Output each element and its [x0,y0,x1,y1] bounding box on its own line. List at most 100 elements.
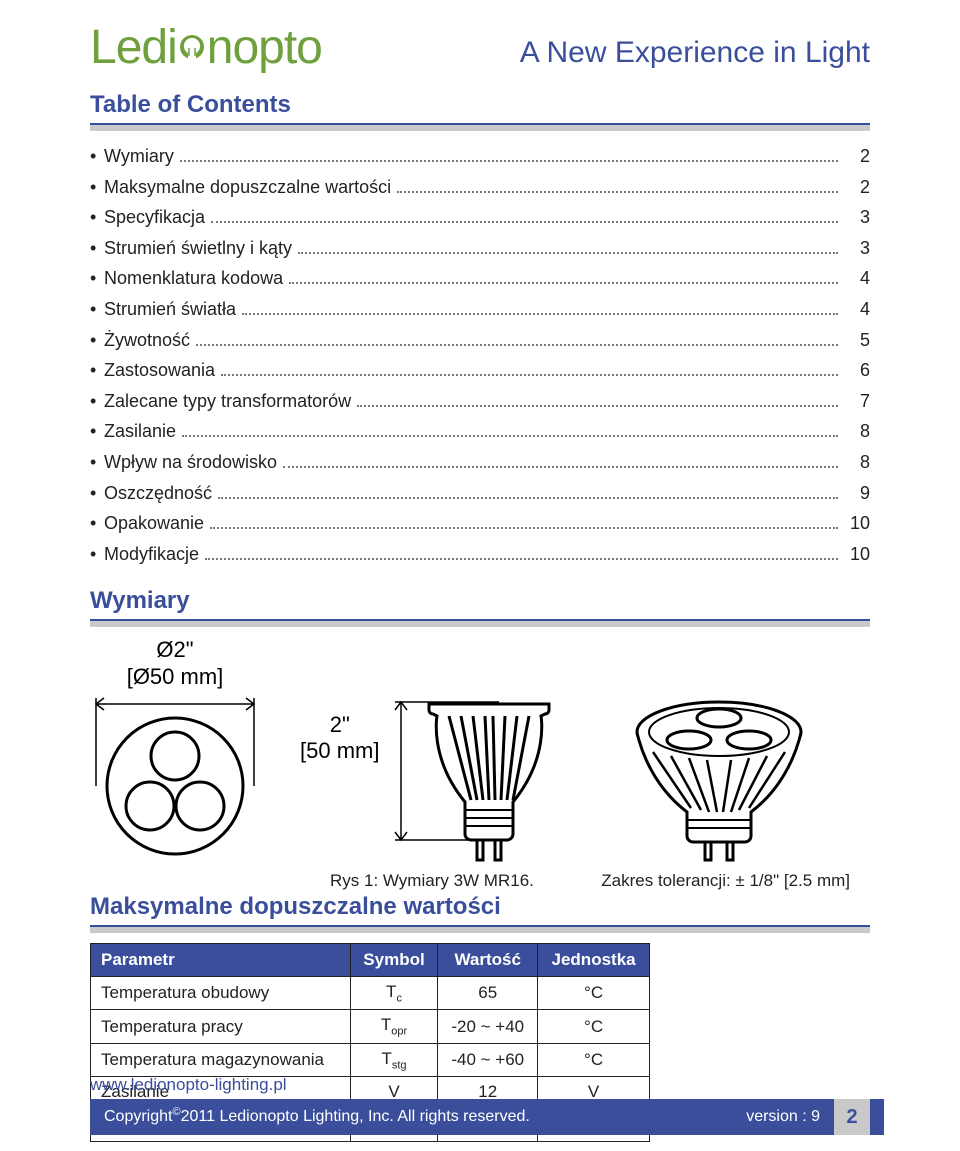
toc-row: •Zalecane typy transformatorów7 [90,386,870,417]
table-row: Temperatura magazynowaniaTstg-40 ~ +60°C [91,1043,650,1076]
toc-row: •Strumień światła 4 [90,294,870,325]
tolerance-note: Zakres tolerancji: ± 1/8" [2.5 mm] [601,871,850,891]
toc-leader [196,336,838,345]
toc-page: 3 [844,233,870,264]
toc-page: 8 [844,416,870,447]
maxvals-rule [90,925,870,933]
toc-page: 6 [844,355,870,386]
cell-param: Temperatura obudowy [91,977,351,1010]
cell-unit: °C [538,1043,650,1076]
toc-page: 2 [844,141,870,172]
toc-leader [298,245,838,254]
lamp-front-icon [90,690,260,860]
toc-row: •Wpływ na środowisko 8 [90,447,870,478]
toc-page: 5 [844,325,870,356]
toc-row: •Wymiary 2 [90,141,870,172]
cell-value: 65 [438,977,538,1010]
toc-leader [211,214,838,223]
cell-unit: °C [538,1010,650,1043]
height-bottom: [50 mm] [300,738,379,763]
figure-caption: Rys 1: Wymiary 3W MR16. [330,871,534,891]
toc-row: •Opakowanie 10 [90,508,870,539]
page-footer: www.ledionopto-lighting.pl Copyright © 2… [0,1075,960,1135]
cell-param: Temperatura pracy [91,1010,351,1043]
toc-row: •Nomenklatura kodowa 4 [90,263,870,294]
dimensions-rule [90,619,870,627]
toc-title: Table of Contents [90,91,870,119]
toc-row: •Oszczędność 9 [90,478,870,509]
logo-suffix: nopto [207,20,322,75]
toc-leader [242,306,838,315]
toc-row: •Modyfikacje 10 [90,539,870,570]
toc-page: 2 [844,172,870,203]
toc-bullet-icon: • [90,202,104,233]
toc-page: 7 [844,386,870,417]
toc-label: Wpływ na środowisko [104,447,277,478]
toc-bullet-icon: • [90,172,104,203]
toc-page: 4 [844,263,870,294]
toc-leader [210,520,838,529]
toc-page: 10 [844,508,870,539]
logo-prefix: Ledi [90,20,177,75]
maxvals-title: Maksymalne dopuszczalne wartości [90,893,870,921]
toc-leader [218,489,838,498]
toc-label: Zasilanie [104,416,176,447]
diameter-bottom: [Ø50 mm] [127,664,224,689]
table-header: Symbol [350,944,438,977]
toc-page: 9 [844,478,870,509]
version-label: version : 9 [746,1108,820,1126]
toc-label: Opakowanie [104,508,204,539]
toc-bullet-icon: • [90,141,104,172]
bulb-icon [178,27,206,63]
toc-bullet-icon: • [90,233,104,264]
toc-bullet-icon: • [90,416,104,447]
page-number: 2 [834,1099,870,1135]
toc-page: 10 [844,539,870,570]
toc-leader [397,183,838,192]
toc-label: Maksymalne dopuszczalne wartości [104,172,391,203]
toc-row: •Strumień świetlny i kąty 3 [90,233,870,264]
toc-page: 3 [844,202,870,233]
toc-bullet-icon: • [90,294,104,325]
cell-value: -40 ~ +60 [438,1043,538,1076]
toc-leader [357,398,838,407]
toc-bullet-icon: • [90,447,104,478]
table-header: Wartość [438,944,538,977]
table-header: Parametr [91,944,351,977]
toc-label: Nomenklatura kodowa [104,263,283,294]
tagline: A New Experience in Light [520,36,870,70]
dimensions-figure: Ø2" [Ø50 mm] 2" [50 mm] [90,637,870,891]
toc-bullet-icon: • [90,325,104,356]
cell-symbol: Tc [350,977,438,1010]
toc-label: Specyfikacja [104,202,205,233]
toc-page: 4 [844,294,870,325]
toc-row: •Zasilanie 8 [90,416,870,447]
cell-symbol: Topr [350,1010,438,1043]
table-header: Jednostka [538,944,650,977]
copyright-post: 2011 Ledionopto Lighting, Inc. All right… [181,1108,530,1126]
toc-bullet-icon: • [90,355,104,386]
toc-label: Oszczędność [104,478,212,509]
toc-bullet-icon: • [90,386,104,417]
table-row: Temperatura obudowyTc65°C [91,977,650,1010]
cell-value: -20 ~ +40 [438,1010,538,1043]
copyright-pre: Copyright [104,1108,172,1126]
toc-label: Strumień świetlny i kąty [104,233,292,264]
toc-label: Zastosowania [104,355,215,386]
toc-leader [205,551,838,560]
toc-bullet-icon: • [90,263,104,294]
toc-bullet-icon: • [90,539,104,570]
toc-bullet-icon: • [90,508,104,539]
toc-label: Wymiary [104,141,174,172]
toc-row: •Żywotność5 [90,325,870,356]
toc-bullet-icon: • [90,478,104,509]
cell-unit: °C [538,977,650,1010]
footer-url: www.ledionopto-lighting.pl [90,1075,884,1095]
toc-leader [221,367,838,376]
toc-label: Strumień światła [104,294,236,325]
toc-leader [180,153,838,162]
toc-list: •Wymiary2•Maksymalne dopuszczalne wartoś… [90,141,870,569]
toc-page: 8 [844,447,870,478]
table-row: Temperatura pracyTopr-20 ~ +40°C [91,1010,650,1043]
toc-label: Modyfikacje [104,539,199,570]
